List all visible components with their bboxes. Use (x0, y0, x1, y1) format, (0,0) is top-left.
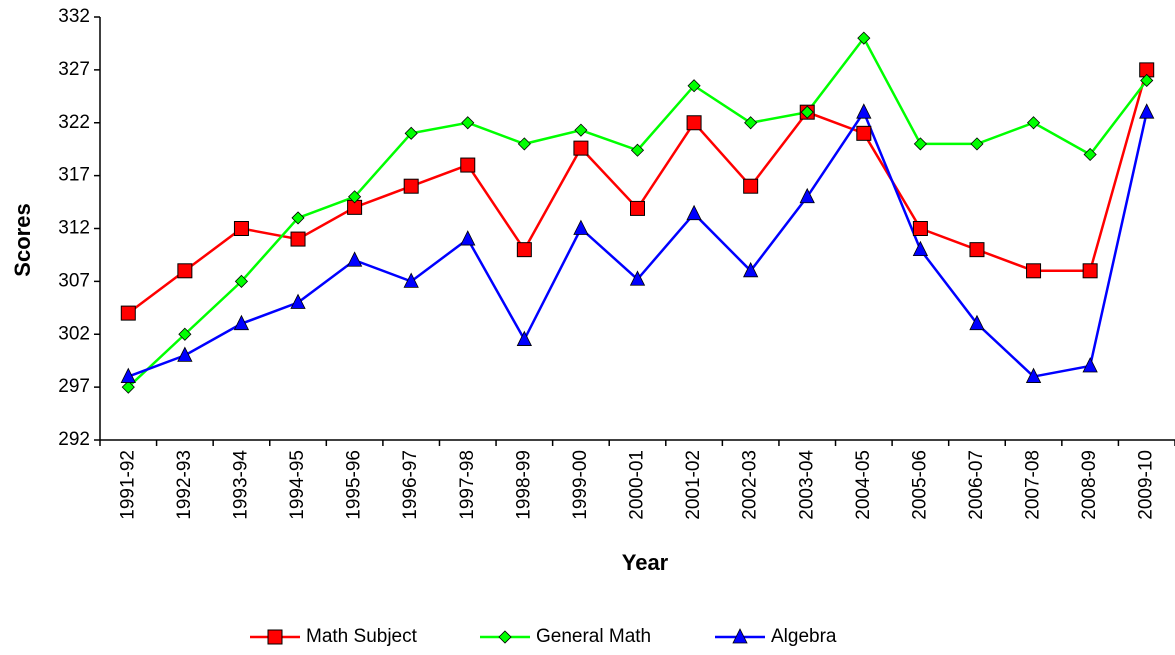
data-point (573, 140, 589, 156)
data-point (912, 240, 929, 257)
legend-label: General Math (536, 626, 651, 647)
data-point (291, 211, 305, 225)
y-tick-label: 302 (58, 323, 90, 344)
data-point (177, 263, 193, 279)
y-tick-label: 312 (58, 218, 90, 239)
data-point (120, 305, 136, 321)
data-point (178, 327, 192, 341)
data-point (290, 231, 306, 247)
data-point (686, 115, 702, 131)
data-point (1140, 73, 1154, 88)
data-point (460, 157, 476, 173)
data-point (800, 105, 814, 119)
x-axis-title: Year (622, 550, 669, 575)
y-axis-title: Scores (10, 203, 35, 276)
data-point (517, 137, 531, 151)
data-point (516, 242, 532, 258)
legend-marker (732, 628, 748, 644)
legend-label: Math Subject (306, 626, 418, 647)
data-point (403, 178, 419, 194)
data-point (177, 346, 193, 362)
x-tick-label: 2007-08 (1023, 450, 1044, 520)
data-point (799, 187, 815, 204)
data-point (234, 274, 249, 288)
x-tick-label: 2001-02 (683, 450, 704, 520)
data-point (743, 178, 759, 194)
data-point (290, 293, 306, 309)
y-tick-label: 292 (58, 429, 90, 450)
x-tick-label: 1996-97 (400, 450, 421, 520)
x-tick-label: 1999-00 (570, 450, 591, 520)
data-point (630, 200, 645, 216)
x-tick-label: 2003-04 (796, 450, 817, 520)
legend-marker (498, 630, 512, 644)
data-point (233, 314, 250, 331)
data-point (913, 137, 927, 151)
x-tick-label: 1992-93 (174, 450, 195, 520)
x-tick-label: 2004-05 (853, 450, 874, 520)
data-point (120, 367, 136, 383)
data-point (686, 204, 702, 221)
y-tick-label: 297 (58, 376, 90, 397)
x-tick-label: 1991-92 (117, 450, 138, 520)
x-tick-label: 2006-07 (966, 450, 987, 520)
data-point (1082, 357, 1098, 373)
x-tick-label: 2002-03 (740, 450, 761, 520)
data-point (912, 221, 928, 236)
data-point (516, 330, 532, 346)
data-point (348, 190, 362, 204)
y-tick-label: 307 (58, 270, 90, 291)
x-tick-label: 1994-95 (287, 450, 308, 520)
data-point (1083, 147, 1097, 162)
x-tick-label: 2008-09 (1079, 450, 1100, 520)
x-tick-label: 1998-99 (513, 450, 534, 520)
data-point (121, 380, 135, 394)
data-point (1026, 263, 1042, 279)
legend-label: Algebra (771, 626, 837, 647)
data-point (346, 251, 363, 267)
data-point (857, 31, 871, 45)
data-point (856, 125, 872, 141)
data-point (460, 230, 476, 246)
x-tick-label: 2005-06 (909, 450, 930, 520)
y-tick-label: 317 (58, 165, 90, 186)
y-tick-label: 327 (58, 59, 90, 80)
x-tick-label: 2009-10 (1136, 450, 1157, 520)
data-point (573, 219, 589, 235)
data-point (969, 242, 985, 258)
y-tick-label: 322 (58, 112, 90, 133)
data-point (629, 270, 646, 286)
data-point (744, 116, 758, 130)
data-point (630, 143, 645, 157)
data-point (1139, 103, 1155, 119)
data-point (404, 126, 418, 140)
data-point (970, 137, 984, 151)
y-tick-label: 332 (58, 6, 90, 27)
data-point (1026, 116, 1041, 130)
data-point (743, 261, 759, 278)
data-point (969, 314, 985, 331)
data-point (1082, 263, 1098, 279)
data-point (687, 79, 701, 93)
x-tick-label: 1993-94 (230, 450, 251, 520)
legend-marker (267, 629, 283, 645)
data-point (856, 103, 872, 119)
data-point (461, 116, 475, 130)
data-point (574, 123, 588, 137)
data-point (233, 221, 249, 236)
data-point (1025, 367, 1042, 383)
x-tick-label: 1995-96 (344, 450, 365, 520)
x-tick-label: 2000-01 (627, 450, 648, 520)
x-tick-label: 1997-98 (457, 450, 478, 520)
data-point (403, 272, 419, 288)
